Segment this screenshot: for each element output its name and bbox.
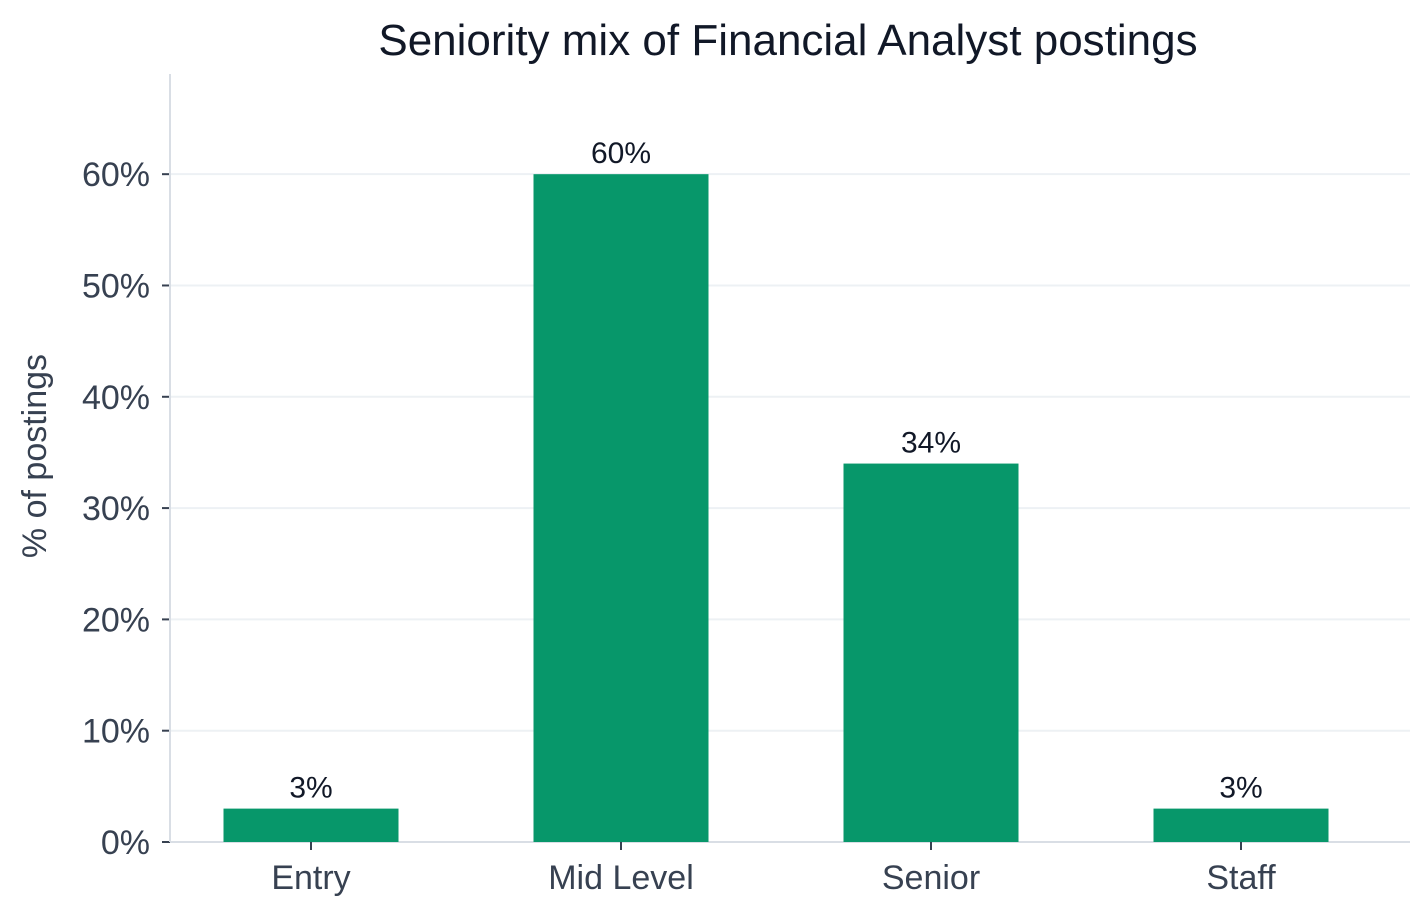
x-tick-label: Entry [271, 859, 350, 897]
bar-mid-level [533, 174, 709, 842]
y-tick-label: 10% [82, 713, 150, 751]
data-label: 3% [1219, 772, 1262, 805]
data-label: 3% [289, 772, 332, 805]
axes: 0% 10% 20% 30% 40% 50% 60% Entry Mid Level Senior… [82, 74, 1410, 897]
y-tick-label: 0% [101, 824, 150, 862]
bar-entry [223, 808, 399, 842]
x-tick-label: Senior [882, 859, 980, 897]
y-axis-label: % of postings [16, 354, 54, 558]
y-tick-label: 20% [82, 601, 150, 639]
y-tick-label: 30% [82, 490, 150, 528]
x-tick-label: Mid Level [548, 859, 694, 897]
bars [223, 174, 1329, 842]
bar-staff [1153, 808, 1329, 842]
chart-title: Seniority mix of Financial Analyst posti… [378, 16, 1197, 65]
y-tick-label: 60% [82, 156, 150, 194]
gridlines [170, 173, 1410, 732]
y-tick-label: 50% [82, 267, 150, 305]
bar-senior [843, 463, 1019, 842]
data-label: 60% [591, 137, 651, 170]
data-label: 34% [901, 427, 961, 460]
y-tick-label: 40% [82, 379, 150, 417]
x-tick-label: Staff [1206, 859, 1276, 897]
data-labels: 3% 60% 34% 3% [289, 137, 1262, 804]
